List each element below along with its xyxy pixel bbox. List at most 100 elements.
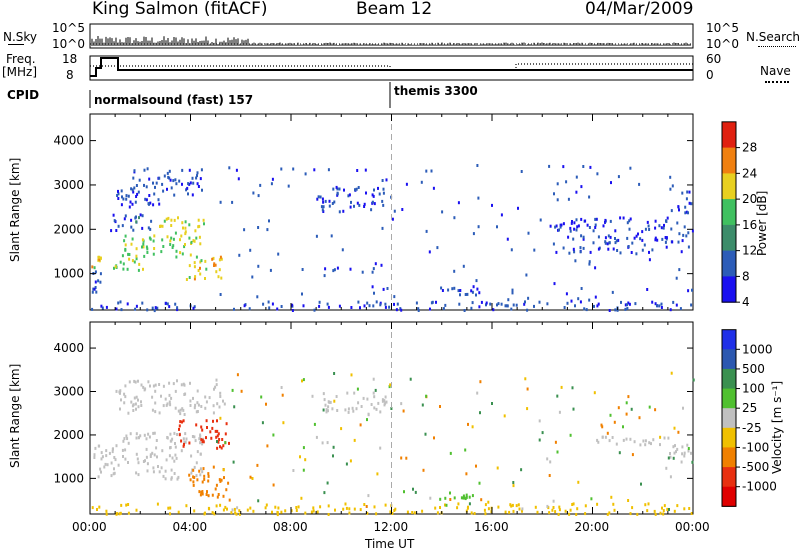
- range-cell: [555, 224, 558, 228]
- colorbar-tick-label: -500: [742, 460, 769, 474]
- range-cell: [322, 408, 325, 412]
- range-cell: [192, 480, 195, 484]
- range-cell: [625, 401, 628, 405]
- range-cell: [191, 193, 194, 197]
- range-cell: [195, 236, 198, 240]
- range-cell: [184, 230, 187, 234]
- range-cell: [602, 224, 605, 228]
- range-cell: [639, 237, 642, 241]
- range-cell: [654, 512, 657, 516]
- range-cell: [137, 268, 140, 272]
- range-cell: [135, 184, 138, 187]
- range-cell: [218, 268, 221, 272]
- range-cell: [556, 394, 559, 398]
- range-cell: [675, 450, 677, 454]
- range-cell: [97, 279, 100, 283]
- nsky-panel: [89, 23, 694, 49]
- range-cell: [135, 452, 138, 456]
- velocity-colorbar-label: Velocity [m s⁻¹]: [770, 380, 784, 474]
- range-cell: [147, 380, 150, 384]
- range-cell: [217, 432, 220, 436]
- range-cell: [165, 217, 168, 221]
- range-cell: [664, 240, 667, 244]
- range-cell: [377, 401, 380, 405]
- range-cell: [480, 300, 483, 304]
- range-cell: [478, 305, 481, 309]
- range-cell: [322, 210, 325, 213]
- range-cell: [153, 309, 156, 313]
- range-cell: [271, 302, 274, 306]
- colorbar-tick-label: -100: [742, 440, 769, 454]
- colorbar-segment: [722, 121, 736, 149]
- range-cell: [382, 287, 385, 291]
- range-cell: [316, 197, 319, 201]
- range-cell: [174, 178, 177, 182]
- range-cell: [593, 304, 595, 308]
- range-cell: [97, 475, 100, 479]
- range-cell: [558, 508, 561, 512]
- range-cell: [156, 502, 159, 506]
- range-cell: [145, 245, 148, 249]
- range-cell: [252, 191, 255, 195]
- range-cell: [624, 307, 627, 311]
- range-cell: [135, 195, 138, 198]
- range-cell: [222, 508, 225, 512]
- range-cell: [381, 179, 384, 182]
- range-cell: [164, 477, 167, 481]
- range-cell: [517, 206, 519, 210]
- nave-trace: [90, 63, 693, 71]
- range-cell: [218, 405, 221, 409]
- range-cell: [135, 254, 138, 258]
- range-cell: [560, 223, 563, 227]
- range-cell: [521, 509, 523, 513]
- range-cell: [93, 266, 96, 270]
- range-cell: [393, 302, 395, 306]
- range-cell: [184, 226, 187, 230]
- range-cell: [551, 508, 554, 512]
- range-cell: [359, 508, 362, 512]
- range-cell: [670, 209, 673, 213]
- range-cell: [428, 250, 431, 254]
- range-cell: [106, 463, 109, 467]
- range-cell: [635, 234, 638, 238]
- range-cell: [277, 252, 280, 256]
- range-cell: [271, 177, 274, 181]
- range-cell: [122, 197, 125, 201]
- range-cell: [101, 455, 104, 459]
- range-cell: [176, 433, 179, 436]
- range-cell: [322, 205, 325, 209]
- range-cell: [326, 302, 329, 306]
- freq-unit: [MHz]: [2, 65, 38, 79]
- range-cell: [420, 180, 423, 184]
- range-cell: [170, 396, 173, 400]
- range-cell: [429, 496, 432, 500]
- range-cell: [371, 200, 374, 204]
- range-cell: [638, 416, 641, 420]
- range-cell: [345, 506, 348, 510]
- range-cell: [654, 226, 657, 230]
- range-cell: [574, 259, 577, 263]
- range-cell: [168, 305, 171, 309]
- range-cell: [683, 454, 686, 458]
- range-cell: [335, 185, 338, 189]
- range-cell: [616, 249, 619, 252]
- range-cell: [231, 508, 234, 512]
- range-cell: [687, 449, 690, 453]
- range-cell: [114, 265, 117, 269]
- range-cell: [675, 276, 678, 280]
- range-cell: [251, 477, 254, 480]
- range-cell: [562, 165, 565, 169]
- range-cell: [472, 285, 475, 289]
- range-cell: [316, 510, 319, 514]
- range-cell: [134, 216, 137, 220]
- range-cell: [687, 211, 689, 215]
- range-cell: [142, 385, 145, 389]
- range-cell: [629, 437, 632, 441]
- range-cell: [324, 199, 327, 203]
- range-cell: [211, 426, 214, 430]
- range-cell: [439, 405, 441, 408]
- range-cell: [218, 478, 221, 482]
- range-cell: [141, 245, 143, 249]
- range-cell: [610, 181, 612, 185]
- range-cell: [549, 224, 552, 228]
